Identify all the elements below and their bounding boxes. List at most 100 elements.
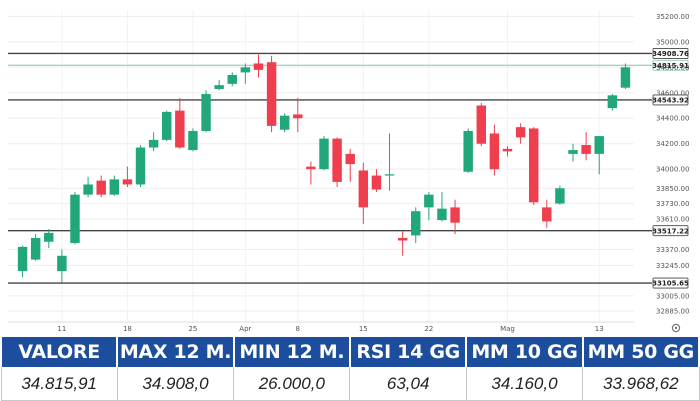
value-rsi-14gg: 63,04 — [349, 367, 467, 401]
candle-body — [17, 246, 28, 272]
candle-body — [581, 144, 591, 154]
candle-up — [607, 94, 618, 111]
candle-up — [384, 133, 395, 191]
y-tick-label: 33610.00 — [656, 215, 689, 223]
candle-down — [515, 123, 526, 144]
candle-body — [502, 148, 513, 152]
candle-body — [542, 207, 552, 222]
x-tick-label: 11 — [57, 325, 66, 333]
candle-body — [384, 174, 395, 176]
candle-body — [424, 194, 434, 208]
candle-body — [279, 115, 290, 130]
x-tick-label: 18 — [123, 325, 132, 333]
stats-header-row: VALORE MAX 12 M. MIN 12 M. RSI 14 GG MM … — [0, 337, 700, 367]
candle-body — [607, 95, 618, 109]
candle-down — [581, 132, 591, 161]
candle-down — [371, 169, 382, 193]
candle-up — [463, 128, 473, 174]
candle-body — [109, 179, 120, 195]
candle-body — [568, 150, 578, 154]
candle-body — [306, 166, 316, 170]
price-level-label: 33517.22 — [652, 227, 689, 235]
stats-table: VALORE MAX 12 M. MIN 12 M. RSI 14 GG MM … — [0, 337, 700, 401]
price-level-label: 34815.91 — [652, 62, 689, 70]
candle-down — [476, 102, 486, 147]
candle-body — [555, 188, 565, 204]
x-tick-label: 22 — [424, 325, 433, 333]
value-max-12m: 34.908,0 — [116, 367, 235, 401]
y-tick-label: 33730.00 — [656, 200, 689, 208]
y-tick-label: 33850.00 — [656, 185, 689, 193]
y-axis: 35200.00 35000.00 34800.00 34600.00 34400.00… — [656, 13, 689, 316]
y-tick-label: 34200.00 — [656, 140, 689, 148]
candle-up — [620, 63, 631, 89]
candle-up — [70, 192, 80, 245]
price-level-badge — [652, 59, 689, 71]
candle-up — [568, 143, 578, 162]
candle-up — [214, 80, 224, 91]
candle-down — [266, 55, 277, 133]
value-mm-10gg: 34.160,0 — [465, 367, 584, 401]
candle-down — [489, 124, 500, 176]
y-tick-label: 34800.00 — [656, 64, 689, 72]
candle-body — [253, 63, 264, 70]
y-tick-label: 33370.00 — [656, 246, 689, 254]
header-max-12m: MAX 12 M. — [116, 337, 235, 367]
y-tick-label: 32885.00 — [656, 308, 689, 316]
candle-body — [135, 147, 146, 185]
header-mm-10gg: MM 10 GG — [465, 337, 584, 367]
candle-body — [188, 130, 198, 151]
candle-body — [345, 153, 355, 165]
price-level-label: 34908.76 — [652, 50, 689, 58]
candle-down — [358, 162, 369, 224]
candle-up — [30, 234, 41, 261]
y-tick-label: 34400.00 — [656, 115, 689, 123]
x-tick-label: 8 — [296, 325, 300, 333]
candle-body — [44, 232, 54, 242]
candle-down — [397, 231, 408, 256]
header-rsi-14gg: RSI 14 GG — [348, 337, 468, 367]
candle-body — [476, 105, 486, 144]
candle-body — [214, 85, 224, 89]
header-valore: VALORE — [0, 337, 119, 367]
y-tick-label: 34000.00 — [656, 166, 689, 174]
candle-up — [411, 207, 421, 244]
candle-down — [450, 199, 460, 235]
candle-body — [463, 130, 473, 172]
candle-up — [83, 176, 93, 198]
gear-icon[interactable] — [671, 323, 681, 333]
candle-body — [175, 110, 185, 148]
candle-up — [437, 192, 447, 222]
candle-body — [411, 211, 421, 236]
x-tick-label: Apr — [239, 325, 251, 333]
y-tick-label: 35200.00 — [656, 13, 689, 21]
x-tick-label: Mag — [500, 325, 515, 333]
candle-down — [306, 161, 316, 185]
candle-up — [17, 245, 28, 278]
x-axis: 11 18 25 Apr 8 15 22 Mag 13 — [8, 321, 634, 333]
y-tick-label: 35000.00 — [656, 38, 689, 46]
candle-body — [83, 184, 93, 195]
candle-up — [162, 110, 172, 142]
candle-down — [502, 146, 513, 157]
price-levels: 34908.76 34815.91 34543.92 33517.22 33105.65 — [8, 48, 689, 289]
candle-body — [594, 136, 604, 154]
candle-up — [201, 90, 211, 133]
candle-body — [437, 208, 447, 221]
candle-body — [70, 194, 80, 244]
candle-down — [175, 97, 185, 149]
chart-grid — [8, 10, 634, 322]
value-valore: 34.815,91 — [0, 367, 118, 401]
candle-down — [345, 148, 355, 182]
candle-body — [397, 237, 408, 241]
price-level-label: 34543.92 — [652, 97, 689, 105]
candle-body — [57, 255, 67, 272]
price-level-badge — [652, 48, 689, 59]
candle-up — [188, 128, 198, 152]
candle-body — [620, 67, 631, 88]
candle-down — [96, 175, 106, 198]
candle-up — [44, 229, 54, 249]
candle-down — [293, 97, 303, 133]
x-tick-label: 13 — [595, 325, 604, 333]
candle-up — [148, 132, 159, 152]
